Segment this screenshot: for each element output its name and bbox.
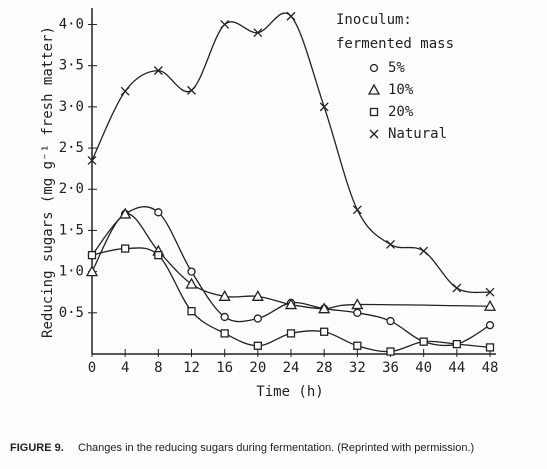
y-tick-label: 2·5 — [59, 140, 84, 156]
x-tick-label: 24 — [283, 360, 300, 376]
marker — [120, 86, 130, 96]
marker — [353, 308, 362, 317]
marker — [253, 28, 263, 38]
series-line — [91, 213, 491, 310]
y-tick-label: 0·5 — [59, 305, 84, 321]
marker — [154, 208, 163, 217]
marker — [320, 327, 329, 336]
legend-label: 20% — [388, 104, 414, 120]
marker — [386, 316, 395, 326]
legend-title: fermented mass — [336, 36, 454, 52]
legend-marker — [369, 107, 379, 117]
y-axis-label: Reducing sugars (mg g⁻¹ fresh matter) — [40, 26, 56, 338]
x-axis-label: Time (h) — [256, 384, 323, 400]
marker — [121, 244, 130, 253]
x-tick-label: 48 — [482, 360, 499, 376]
marker — [87, 250, 97, 260]
marker — [419, 246, 429, 256]
x-tick-label: 44 — [448, 360, 465, 376]
marker — [119, 207, 132, 219]
marker — [284, 298, 298, 310]
marker — [286, 329, 296, 338]
y-tick-label: 3·0 — [59, 99, 84, 115]
marker — [187, 85, 196, 95]
marker — [318, 302, 331, 314]
marker — [220, 329, 229, 338]
marker — [353, 341, 362, 350]
marker — [319, 102, 329, 112]
x-tick-label: 20 — [249, 360, 266, 376]
marker — [386, 347, 395, 356]
marker — [485, 321, 495, 330]
marker — [452, 339, 461, 349]
y-tick-label: 2·0 — [59, 181, 84, 197]
legend-label: 5% — [388, 60, 405, 76]
x-tick-label: 28 — [316, 360, 333, 376]
y-tick-label: 1·5 — [59, 222, 84, 238]
marker — [87, 155, 97, 165]
x-tick-label: 8 — [154, 360, 162, 376]
x-tick-label: 0 — [88, 360, 96, 376]
marker — [187, 267, 196, 276]
x-tick-label: 4 — [121, 360, 129, 376]
x-tick-label: 40 — [415, 360, 432, 376]
legend-marker — [369, 63, 379, 73]
marker — [452, 283, 462, 293]
marker — [483, 299, 497, 311]
marker — [251, 289, 264, 301]
marker — [485, 287, 495, 297]
x-tick-label: 16 — [216, 360, 233, 376]
legend-marker — [369, 129, 379, 139]
y-tick-label: 1·0 — [59, 264, 84, 280]
y-tick-label: 4·0 — [59, 16, 84, 32]
marker — [286, 11, 296, 21]
marker — [153, 66, 163, 76]
marker — [220, 20, 230, 29]
marker — [352, 205, 362, 215]
marker — [419, 337, 428, 346]
marker — [220, 312, 229, 322]
caption-label: FIGURE 9. — [10, 442, 64, 454]
caption: Changes in the reducing sugars during fe… — [78, 442, 474, 454]
legend-label: 10% — [388, 82, 414, 98]
legend-marker — [367, 83, 381, 95]
marker — [386, 239, 395, 249]
series-line — [91, 206, 491, 347]
marker — [187, 307, 196, 316]
y-tick-label: 3·5 — [59, 58, 84, 74]
marker — [351, 298, 364, 310]
marker — [253, 314, 262, 323]
legend-label: Natural — [388, 126, 447, 142]
x-tick-label: 12 — [183, 360, 200, 376]
marker — [154, 250, 163, 260]
x-tick-label: 32 — [349, 360, 366, 376]
marker — [185, 277, 198, 289]
x-tick-label: 36 — [382, 360, 399, 376]
marker — [85, 265, 99, 277]
marker — [485, 343, 495, 352]
legend-title: Inoculum: — [336, 12, 412, 28]
marker — [253, 341, 262, 350]
marker — [218, 289, 231, 301]
